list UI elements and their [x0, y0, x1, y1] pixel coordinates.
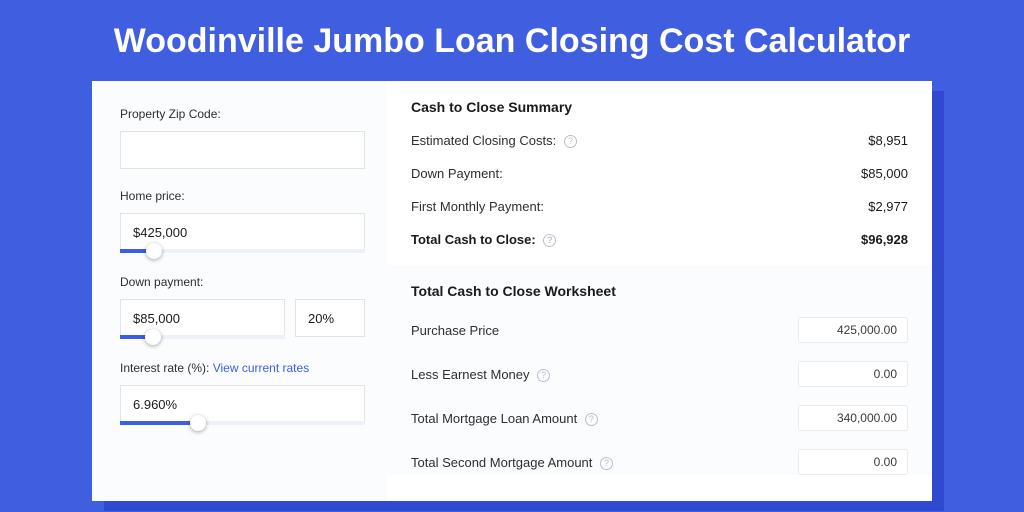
down-payment-input-box [120, 299, 285, 337]
worksheet-row-input[interactable] [798, 361, 908, 387]
down-payment-label: Down payment: [120, 275, 365, 289]
worksheet-row: Total Mortgage Loan Amount ? [411, 405, 908, 431]
worksheet-row-input[interactable] [798, 405, 908, 431]
interest-rate-slider-block [120, 385, 365, 425]
summary-row-label-text: Estimated Closing Costs: [411, 133, 556, 148]
worksheet-row: Purchase Price [411, 317, 908, 343]
worksheet-title: Total Cash to Close Worksheet [411, 283, 908, 299]
worksheet-row: Less Earnest Money ? [411, 361, 908, 387]
down-payment-slider-thumb[interactable] [145, 329, 161, 345]
down-payment-pct-input[interactable] [296, 300, 364, 336]
summary-row-label: Total Cash to Close: ? [411, 232, 556, 247]
worksheet-row-label: Total Mortgage Loan Amount ? [411, 411, 598, 426]
zip-input[interactable] [121, 132, 364, 168]
help-icon[interactable]: ? [543, 234, 556, 247]
interest-rate-label-text: Interest rate (%): [120, 361, 213, 375]
zip-input-box [120, 131, 365, 169]
summary-row-total: Total Cash to Close: ? $96,928 [411, 232, 908, 247]
home-price-label: Home price: [120, 189, 365, 203]
help-icon[interactable]: ? [564, 135, 577, 148]
interest-rate-input-box [120, 385, 365, 423]
down-payment-slider[interactable] [120, 335, 285, 339]
summary-row-value: $96,928 [861, 232, 908, 247]
summary-row-label: Down Payment: [411, 166, 503, 181]
summary-row-label: Estimated Closing Costs: ? [411, 133, 577, 148]
interest-rate-slider-thumb[interactable] [190, 415, 206, 431]
worksheet-row-label: Less Earnest Money ? [411, 367, 550, 382]
calculator-card: Property Zip Code: Home price: Down paym… [92, 81, 932, 501]
down-payment-slider-block [120, 299, 285, 339]
worksheet-row-label: Purchase Price [411, 323, 499, 338]
worksheet-row-label-text: Total Mortgage Loan Amount [411, 411, 577, 426]
worksheet-row: Total Second Mortgage Amount ? [411, 449, 908, 475]
calculator-card-wrap: Property Zip Code: Home price: Down paym… [92, 81, 932, 501]
view-rates-link[interactable]: View current rates [213, 361, 310, 375]
worksheet-panel: Total Cash to Close Worksheet Purchase P… [387, 265, 932, 475]
down-payment-input[interactable] [121, 300, 284, 336]
zip-label: Property Zip Code: [120, 107, 365, 121]
summary-row-value: $2,977 [868, 199, 908, 214]
worksheet-row-input[interactable] [798, 317, 908, 343]
worksheet-row-label-text: Total Second Mortgage Amount [411, 455, 592, 470]
summary-row-label: First Monthly Payment: [411, 199, 544, 214]
home-price-slider-thumb[interactable] [146, 243, 162, 259]
down-payment-pct-box [295, 299, 365, 339]
worksheet-row-input[interactable] [798, 449, 908, 475]
summary-row-value: $85,000 [861, 166, 908, 181]
home-price-slider-block [120, 213, 365, 253]
worksheet-row-label-text: Less Earnest Money [411, 367, 530, 382]
summary-row: Estimated Closing Costs: ? $8,951 [411, 133, 908, 148]
home-price-slider[interactable] [120, 249, 365, 253]
summary-title: Cash to Close Summary [411, 99, 908, 115]
inputs-panel: Property Zip Code: Home price: Down paym… [92, 81, 387, 501]
interest-rate-input[interactable] [121, 386, 364, 422]
page-title: Woodinville Jumbo Loan Closing Cost Calc… [0, 0, 1024, 81]
interest-rate-slider[interactable] [120, 421, 365, 425]
interest-rate-label: Interest rate (%): View current rates [120, 361, 365, 375]
summary-row: First Monthly Payment: $2,977 [411, 199, 908, 214]
worksheet-row-label: Total Second Mortgage Amount ? [411, 455, 613, 470]
summary-row-label-text: Total Cash to Close: [411, 232, 536, 247]
down-payment-row [120, 299, 365, 339]
help-icon[interactable]: ? [537, 369, 550, 382]
interest-rate-slider-fill [120, 421, 198, 425]
help-icon[interactable]: ? [600, 457, 613, 470]
results-panel: Cash to Close Summary Estimated Closing … [387, 81, 932, 501]
summary-row: Down Payment: $85,000 [411, 166, 908, 181]
help-icon[interactable]: ? [585, 413, 598, 426]
summary-row-value: $8,951 [868, 133, 908, 148]
